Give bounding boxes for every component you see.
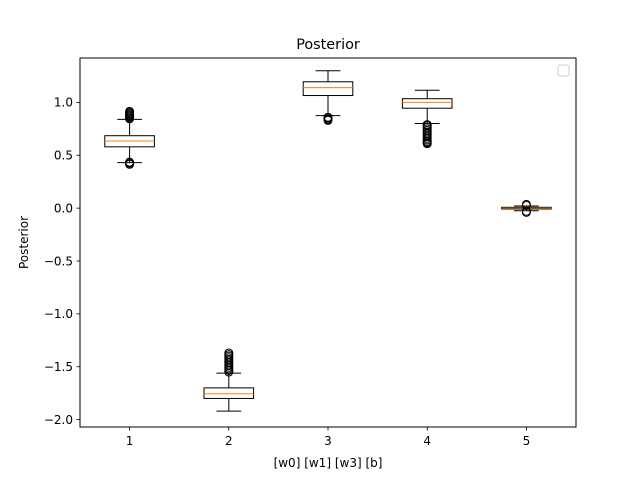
chart-title: Posterior bbox=[296, 37, 360, 53]
box-2 bbox=[203, 387, 255, 399]
legend-box bbox=[557, 64, 570, 77]
flier-point bbox=[323, 112, 333, 122]
axes-frame bbox=[79, 57, 577, 428]
box-group-5 bbox=[501, 199, 552, 217]
box-group-4 bbox=[401, 89, 453, 149]
y-axis-ticks: 1.0 0.5 0.0 −0.5 −1.0 −1.5 −2.0 bbox=[44, 96, 80, 427]
x-axis-label: [w0] [w1] [w3] [b] bbox=[274, 456, 383, 470]
box-group-1 bbox=[104, 106, 155, 169]
flier-point bbox=[521, 199, 531, 209]
flier-point bbox=[125, 157, 135, 167]
flier-point bbox=[224, 348, 234, 358]
flier-point bbox=[125, 106, 135, 116]
x-tick-label: 4 bbox=[423, 434, 431, 448]
y-tick-label: 0.5 bbox=[54, 149, 73, 163]
flier-point bbox=[422, 120, 432, 130]
y-tick-label: 0.0 bbox=[54, 201, 73, 215]
x-axis-ticks: 1 2 3 4 5 bbox=[126, 427, 530, 448]
y-tick-label: −1.0 bbox=[44, 307, 73, 321]
y-axis-label: Posterior bbox=[17, 216, 31, 269]
x-tick-label: 2 bbox=[225, 434, 233, 448]
flier-point bbox=[521, 206, 531, 216]
y-tick-label: −2.0 bbox=[44, 413, 73, 427]
plot-area bbox=[104, 70, 552, 412]
x-tick-label: 1 bbox=[126, 434, 134, 448]
box-group-3 bbox=[302, 70, 354, 125]
y-tick-label: −1.5 bbox=[44, 360, 73, 374]
y-tick-label: 1.0 bbox=[54, 96, 73, 110]
box-4 bbox=[401, 98, 453, 109]
box-group-2 bbox=[203, 348, 255, 412]
x-tick-label: 5 bbox=[523, 434, 531, 448]
y-tick-label: −0.5 bbox=[44, 254, 73, 268]
box-3 bbox=[302, 81, 354, 97]
x-tick-label: 3 bbox=[324, 434, 332, 448]
